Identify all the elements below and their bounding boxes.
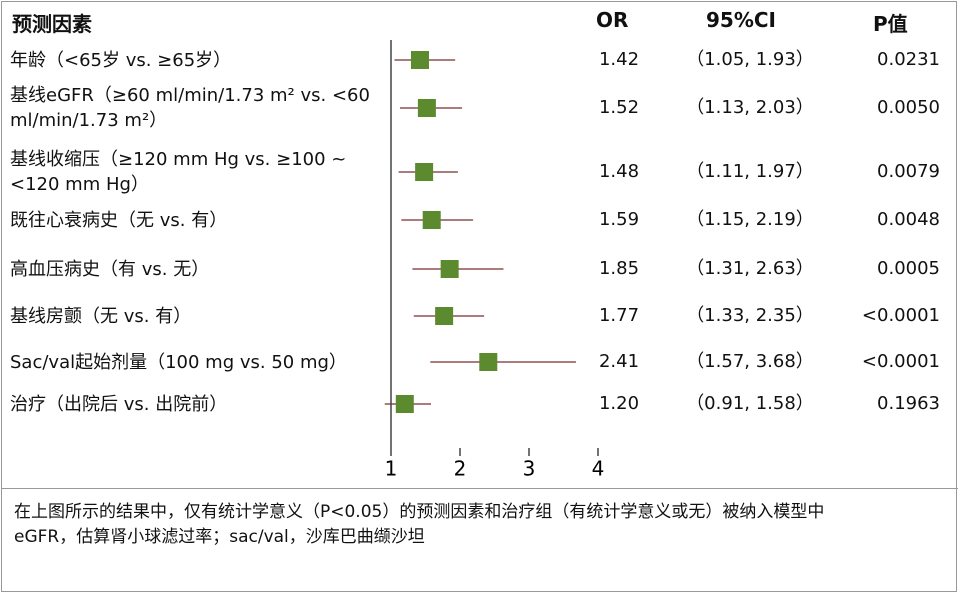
or-marker xyxy=(415,163,434,181)
or-value: 1.77 xyxy=(598,305,640,326)
p-value: 0.0231 xyxy=(877,49,940,70)
ci-value: （1.31, 2.63） xyxy=(686,258,814,279)
row-label: 基线收缩压（≥120 mm Hg vs. ≥100 ~<120 mm Hg） xyxy=(10,144,385,200)
header-or: OR xyxy=(596,8,629,32)
header-ci: 95%CI xyxy=(706,8,776,32)
row-label-text: 治疗（出院后 vs. 出院前） xyxy=(10,393,228,415)
or-value: 1.52 xyxy=(598,97,640,118)
separator xyxy=(1,488,958,489)
note-line: eGFR，估算肾小球滤过率；sac/val，沙库巴曲缬沙坦 xyxy=(14,527,425,547)
row-label: Sac/val起始剂量（100 mg vs. 50 mg） xyxy=(10,334,385,390)
or-marker xyxy=(422,211,441,229)
notes: 在上图所示的结果中，仅有统计学意义（P<0.05）的预测因素和治疗组（有统计学意… xyxy=(14,500,944,550)
or-value: 2.41 xyxy=(598,351,640,372)
ci-value: （1.33, 2.35） xyxy=(686,305,814,326)
x-tick-label: 2 xyxy=(454,457,467,481)
x-tick-label: 3 xyxy=(523,457,536,481)
note-line: 在上图所示的结果中，仅有统计学意义（P<0.05）的预测因素和治疗组（有统计学意… xyxy=(14,502,825,522)
header-p: P值 xyxy=(873,12,908,36)
or-value: 1.48 xyxy=(598,161,640,182)
ci-value: （1.13, 2.03） xyxy=(686,97,814,118)
p-value: <0.0001 xyxy=(861,305,940,326)
or-value: 1.42 xyxy=(598,49,640,70)
x-tick-label: 1 xyxy=(385,457,398,481)
p-value: 0.1963 xyxy=(877,393,940,414)
ci-value: （1.15, 2.19） xyxy=(686,209,814,230)
row-label-text: 基线房颤（无 vs. 有） xyxy=(10,305,192,327)
or-marker xyxy=(410,51,429,69)
or-marker xyxy=(440,260,459,278)
row-label-text: 高血压病史（有 vs. 无） xyxy=(10,258,210,280)
row-label-text: 基线eGFR（≥60 ml/min/1.73 m² vs. <60 ml/min… xyxy=(10,85,370,131)
header-factor: 预测因素 xyxy=(12,12,92,36)
p-value: 0.0048 xyxy=(877,209,940,230)
or-value: 1.85 xyxy=(598,258,640,279)
or-marker xyxy=(395,395,414,413)
or-marker xyxy=(417,99,436,117)
row-label: 基线eGFR（≥60 ml/min/1.73 m² vs. <60 ml/min… xyxy=(10,80,385,136)
row-label: 既往心衰病史（无 vs. 有） xyxy=(10,192,385,248)
p-value: 0.0050 xyxy=(877,97,940,118)
p-value: <0.0001 xyxy=(861,351,940,372)
row-label: 年龄（<65岁 vs. ≥65岁） xyxy=(10,32,385,88)
x-tick-label: 4 xyxy=(592,457,605,481)
row-label-text: 既往心衰病史（无 vs. 有） xyxy=(10,209,228,231)
row-label-text: 年龄（<65岁 vs. ≥65岁） xyxy=(10,49,232,71)
or-value: 1.59 xyxy=(598,209,640,230)
ci-value: （1.05, 1.93） xyxy=(686,49,814,70)
row-label-text: 基线收缩压（≥120 mm Hg vs. ≥100 ~<120 mm Hg） xyxy=(10,149,347,195)
or-value: 1.20 xyxy=(598,393,640,414)
row-label-text: Sac/val起始剂量（100 mg vs. 50 mg） xyxy=(10,351,347,373)
row-label: 高血压病史（有 vs. 无） xyxy=(10,241,385,297)
ci-value: （1.57, 3.68） xyxy=(686,351,814,372)
row-label: 治疗（出院后 vs. 出院前） xyxy=(10,376,385,432)
or-marker xyxy=(435,307,454,325)
p-value: 0.0005 xyxy=(877,258,940,279)
ci-value: （1.11, 1.97） xyxy=(686,161,814,182)
ci-value: （0.91, 1.58） xyxy=(686,393,814,414)
or-marker xyxy=(479,353,498,371)
row-label: 基线房颤（无 vs. 有） xyxy=(10,288,385,344)
p-value: 0.0079 xyxy=(877,161,940,182)
